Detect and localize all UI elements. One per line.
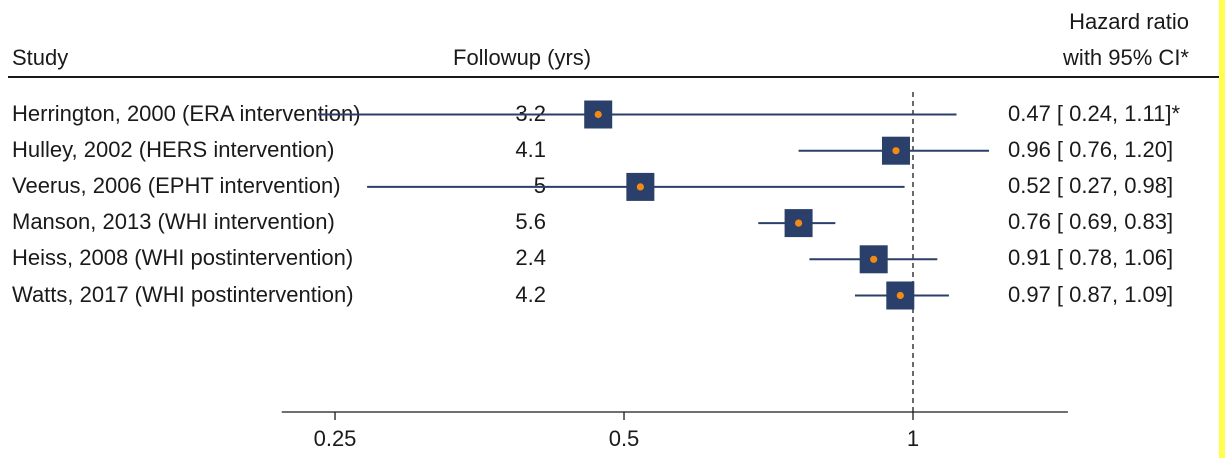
study-name: Manson, 2013 (WHI intervention) (12, 209, 335, 235)
followup-value: 4.2 (515, 281, 546, 307)
right-edge-bar (1219, 0, 1225, 458)
hr-ci-label: 0.96 [ 0.76, 1.20] (1008, 136, 1174, 162)
hr-ci-label: 0.97 [ 0.87, 1.09] (1008, 281, 1174, 307)
header-hazard-ratio: Hazard ratio (1069, 9, 1189, 34)
x-tick-label: 0.25 (314, 426, 357, 451)
followup-value: 4.1 (515, 136, 546, 162)
point-estimate (896, 291, 904, 300)
point-estimate (794, 219, 803, 227)
x-tick-label: 0.5 (609, 426, 640, 451)
hr-ci-label: 0.47 [ 0.24, 1.11]* (1008, 100, 1181, 126)
study-name: Veerus, 2006 (EPHT intervention) (12, 172, 341, 198)
point-estimate (870, 255, 878, 263)
hr-ci-label: 0.91 [ 0.78, 1.06] (1008, 245, 1174, 271)
point-estimate (594, 110, 602, 119)
followup-value: 2.4 (515, 245, 546, 271)
x-tick-label: 1 (907, 426, 919, 451)
point-estimate (892, 147, 900, 155)
header-ci: with 95% CI* (1063, 45, 1189, 70)
study-name: Hulley, 2002 (HERS intervention) (12, 136, 335, 162)
followup-value: 5 (533, 172, 546, 198)
followup-value: 3.2 (515, 100, 546, 126)
header-rule (8, 76, 1219, 78)
study-name: Watts, 2017 (WHI postintervention) (12, 281, 354, 307)
study-name: Heiss, 2008 (WHI postintervention) (12, 245, 354, 271)
point-estimate (636, 183, 644, 191)
followup-value: 5.6 (515, 209, 546, 235)
header-study: Study (12, 45, 69, 70)
study-name: Herrington, 2000 (ERA intervention) (12, 100, 361, 126)
header-followup: Followup (yrs) (453, 45, 592, 70)
hr-ci-label: 0.76 [ 0.69, 0.83] (1008, 209, 1174, 235)
hr-ci-label: 0.52 [ 0.27, 0.98] (1008, 172, 1174, 198)
